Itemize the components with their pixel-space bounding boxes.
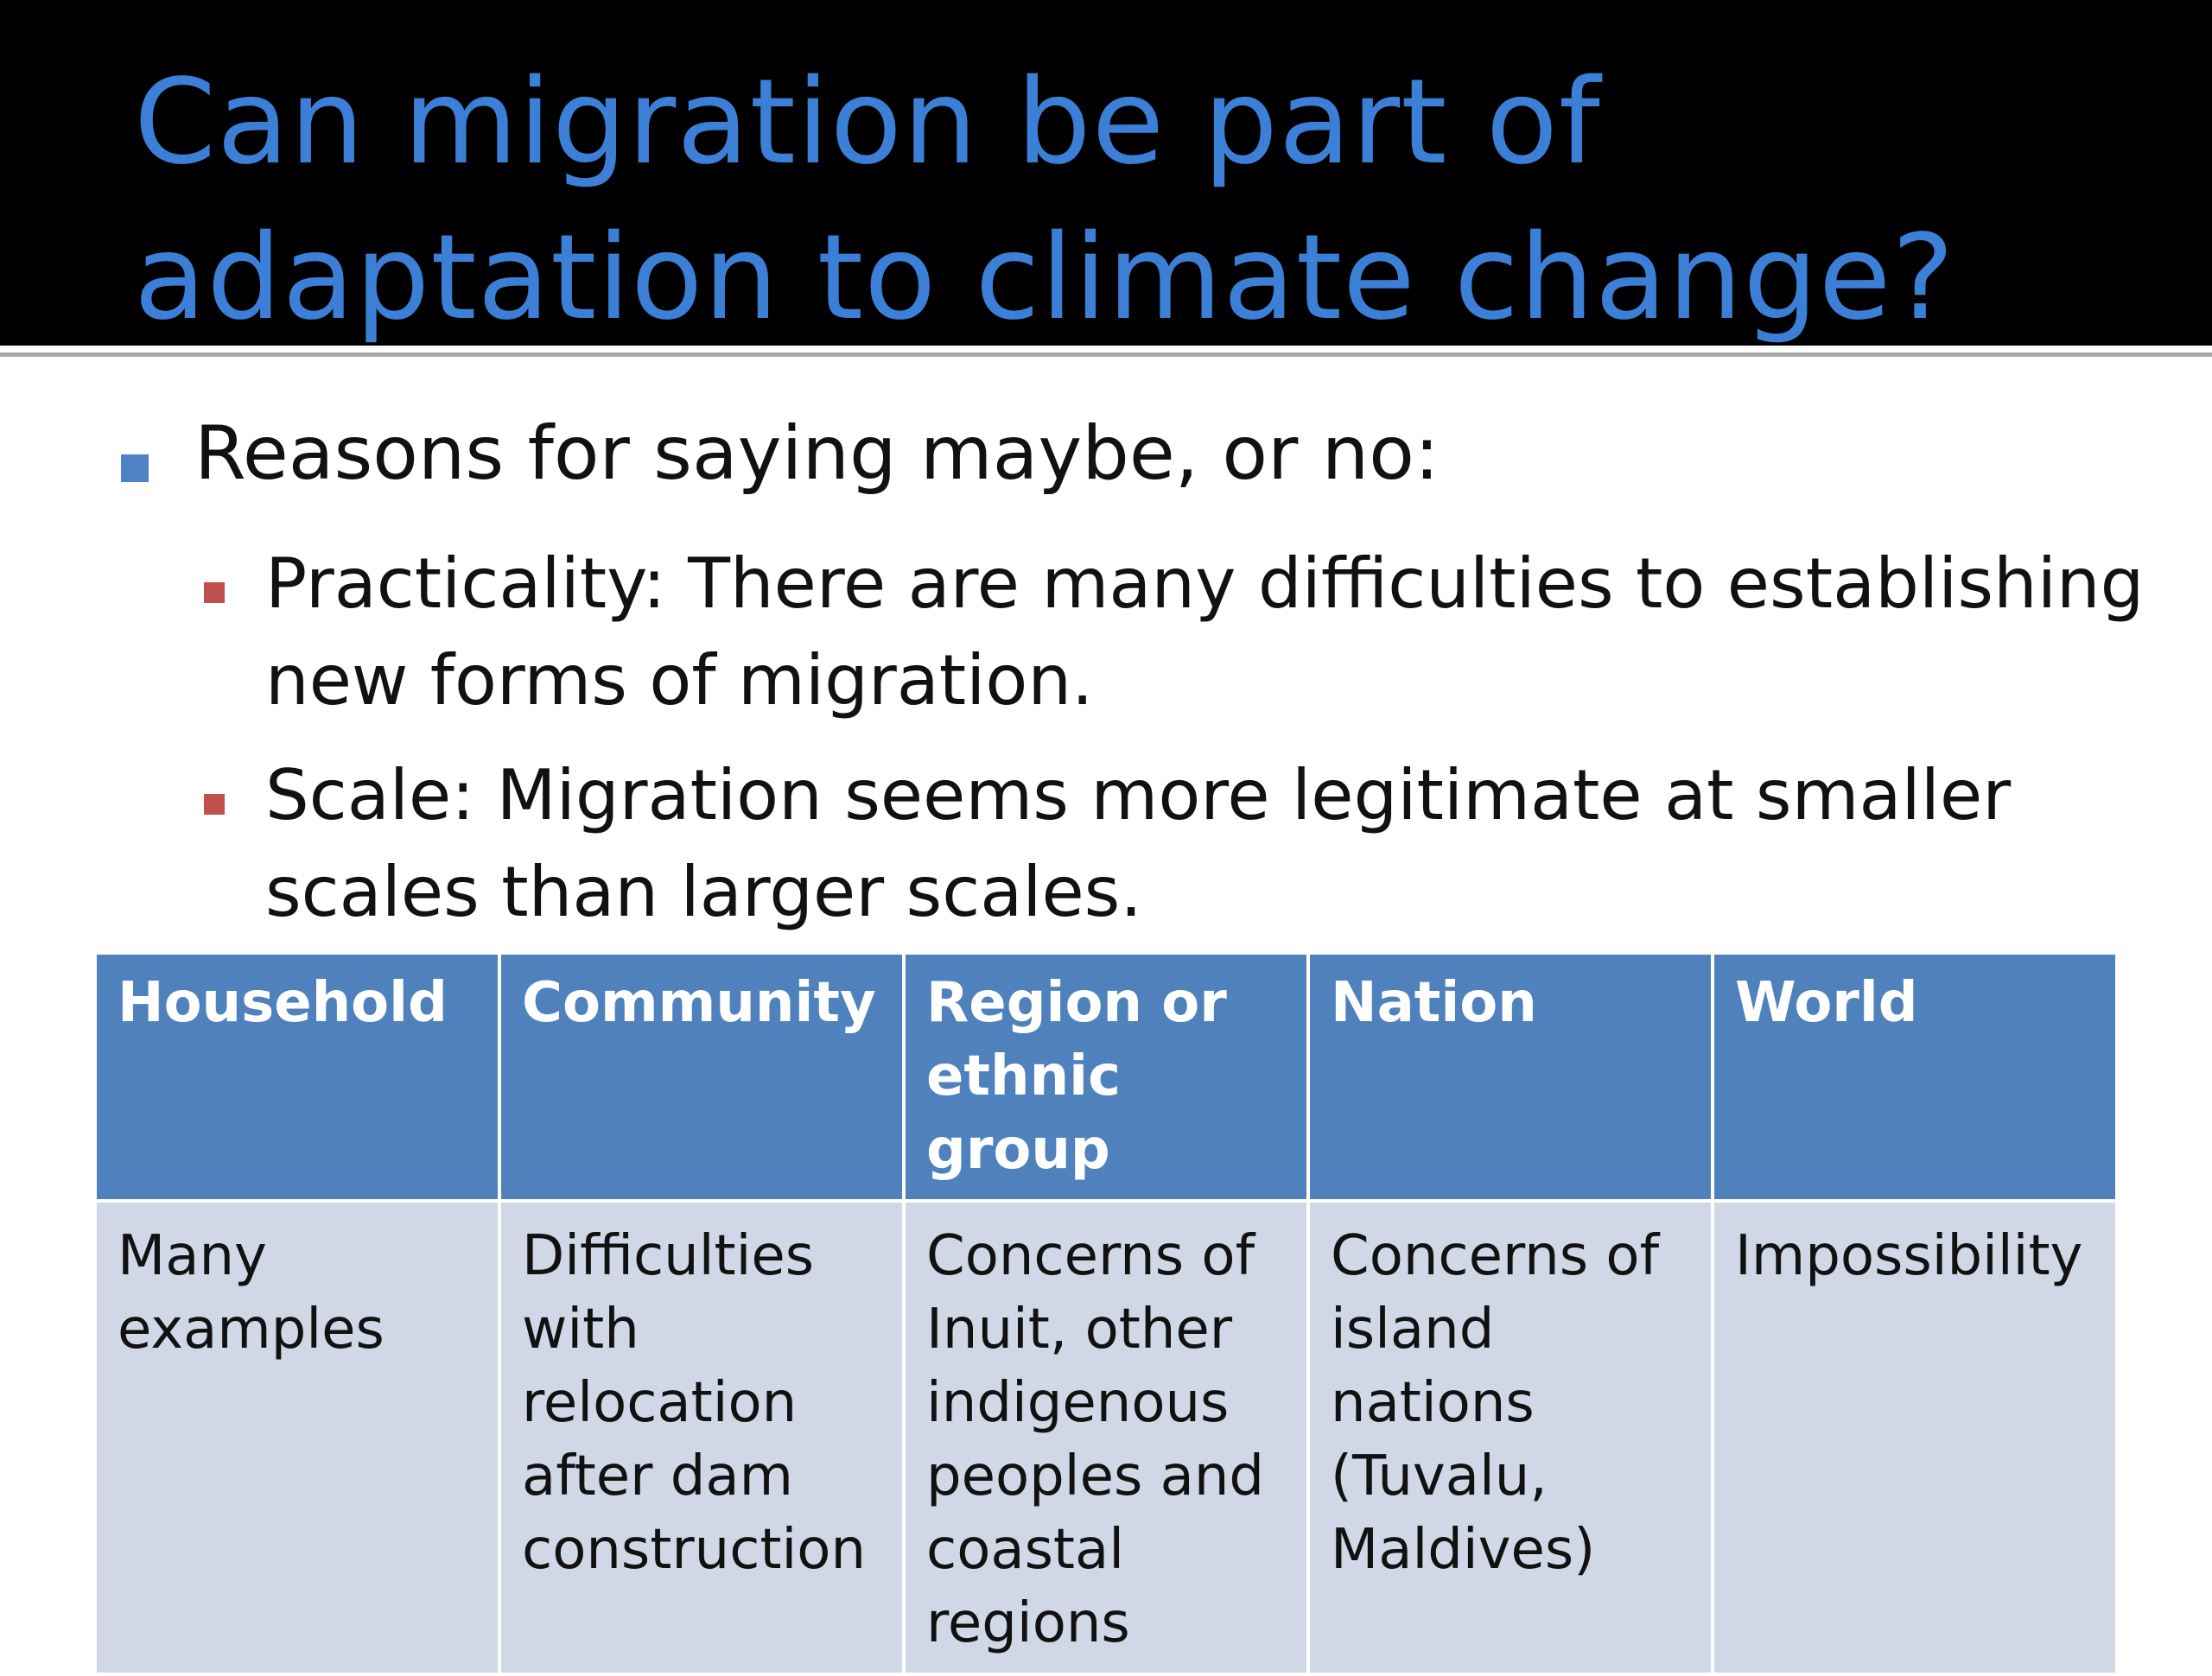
slide-title: Can migration be part of adaptation to c… — [134, 45, 2190, 356]
cell-region: Concerns of Inuit, other indigenous peop… — [902, 1199, 1310, 1676]
cell-world: Impossibility — [1711, 1199, 2119, 1676]
cell-community: Difficulties with relocation after dam c… — [498, 1199, 906, 1676]
sub-bullet-line: Practicality: There are many difficultie… — [265, 543, 2145, 624]
cell-household: Many examples — [93, 1199, 501, 1676]
header-nation: Nation — [1306, 951, 1714, 1203]
square-bullet-icon — [204, 794, 225, 815]
sub-bullet-practicality: Practicality: There are many difficultie… — [265, 536, 2166, 729]
sub-bullet-line: Scale: Migration seems more legitimate a… — [265, 755, 2012, 835]
table-header-row: Household Community Region or ethnic gro… — [93, 951, 2119, 1203]
title-line-2: adaptation to climate change? — [134, 210, 1955, 346]
table-row: Many examples Difficulties with relocati… — [93, 1199, 2119, 1676]
square-bullet-icon — [204, 582, 225, 603]
header-community: Community — [498, 951, 906, 1203]
square-bullet-icon — [121, 454, 149, 482]
title-line-1: Can migration be part of — [134, 54, 1601, 191]
bullet-main: Reasons for saying maybe, or no: — [194, 410, 1440, 497]
title-bar: Can migration be part of adaptation to c… — [0, 0, 2212, 346]
sub-bullet-line: scales than larger scales. — [265, 852, 1142, 932]
title-divider — [0, 352, 2212, 357]
sub-bullet-line: new forms of migration. — [265, 640, 1094, 721]
header-household: Household — [93, 951, 501, 1203]
cell-nation: Concerns of island nations (Tuvalu, Mald… — [1306, 1199, 1714, 1676]
header-world: World — [1711, 951, 2119, 1203]
sub-bullet-scale: Scale: Migration seems more legitimate a… — [265, 747, 2166, 941]
scales-table: Household Community Region or ethnic gro… — [93, 951, 2119, 1676]
header-region: Region or ethnic group — [902, 951, 1310, 1203]
